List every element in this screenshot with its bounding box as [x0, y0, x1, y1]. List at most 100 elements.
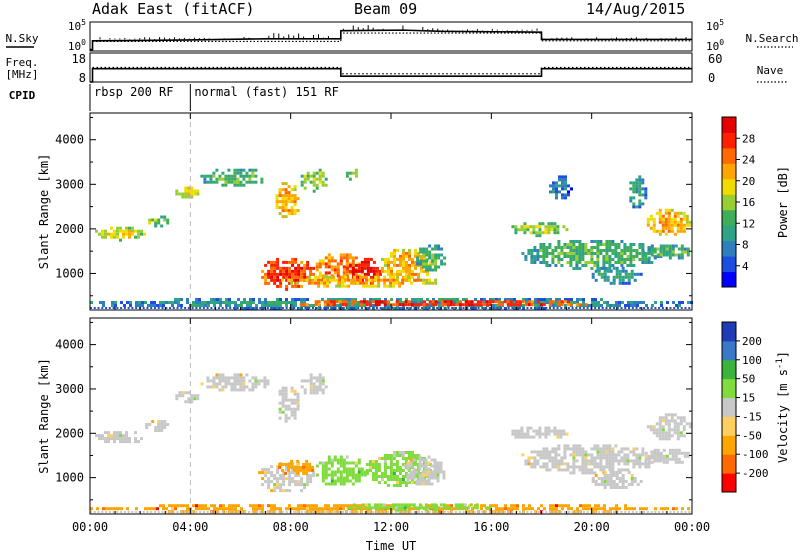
pow-data-cell — [306, 263, 310, 267]
vel-data-cell — [336, 467, 340, 471]
vel-data-cell — [463, 506, 467, 510]
vel-data-cell — [345, 504, 348, 508]
noise-tick-left: 100 — [68, 38, 86, 53]
pow-data-cell — [425, 247, 429, 251]
pow-data-cell — [273, 275, 277, 279]
vel-data-cell — [415, 479, 419, 483]
pow-data-cell — [270, 260, 274, 264]
pow-data-cell — [291, 307, 294, 310]
vel-ground-speckle — [187, 511, 190, 513]
pow-data-cell — [348, 263, 352, 267]
vel-data-cell — [615, 474, 619, 477]
pow-data-cell — [644, 255, 648, 258]
pow-data-cell — [652, 217, 656, 221]
vel-data-cell — [324, 473, 328, 477]
pow-ground-speckle — [451, 307, 454, 309]
pow-data-cell — [351, 272, 355, 276]
vel-data-cell — [670, 416, 674, 420]
vel-data-cell — [368, 460, 372, 463]
pow-data-cell — [414, 248, 417, 252]
pow-data-cell — [360, 278, 364, 282]
vel-data-cell — [221, 379, 225, 383]
pow-data-cell — [578, 255, 582, 258]
pow-data-cell — [444, 298, 447, 301]
pow-data-cell — [111, 301, 114, 304]
vel-data-cell — [656, 448, 660, 452]
vel-data-cell — [207, 507, 210, 511]
vel-data-cell — [605, 450, 609, 454]
pow-data-cell — [390, 254, 393, 258]
vel-data-cell — [187, 400, 191, 404]
pow-data-cell — [339, 256, 343, 260]
vel-ground-speckle — [105, 511, 108, 513]
vel-ground-speckle — [206, 511, 209, 513]
pow-data-cell — [401, 278, 405, 282]
vel-data-cell — [206, 379, 210, 383]
pow-data-cell — [166, 221, 170, 225]
vel-data-cell — [623, 462, 627, 466]
vel-ground-speckle — [650, 511, 653, 513]
pow-data-cell — [664, 211, 668, 215]
pow-data-cell — [291, 304, 294, 307]
vel-ground-speckle — [281, 511, 284, 513]
vel-data-cell — [397, 509, 401, 513]
pow-data-cell — [417, 272, 420, 276]
vel-ground-speckle — [616, 511, 619, 513]
vel-colorbar-swatch — [722, 454, 736, 474]
vel-data-cell — [293, 410, 297, 414]
vel-data-cell — [380, 472, 384, 475]
pow-data-cell — [575, 258, 579, 261]
vel-data-cell — [366, 510, 369, 514]
vel-data-cell — [297, 504, 300, 508]
vel-data-cell — [151, 420, 155, 423]
pow-ground-speckle — [349, 307, 352, 309]
pow-data-cell — [483, 298, 486, 301]
pow-data-cell — [303, 263, 307, 267]
pow-ground-speckle — [579, 307, 582, 309]
pow-data-cell — [273, 304, 276, 307]
pow-data-cell — [291, 275, 295, 279]
pow-data-cell — [336, 298, 339, 301]
vel-data-cell — [351, 476, 355, 480]
pow-data-cell — [471, 307, 474, 310]
pow-data-cell — [566, 261, 570, 264]
vel-ground-speckle — [582, 511, 585, 513]
vel-data-cell — [163, 423, 167, 426]
pow-data-cell — [267, 269, 271, 273]
pow-ground-speckle — [454, 307, 457, 309]
vel-data-cell — [429, 504, 432, 508]
pow-data-cell — [184, 186, 188, 190]
pow-data-cell — [686, 250, 690, 254]
pow-data-cell — [414, 263, 417, 267]
freq-tick-left: 8 — [79, 71, 86, 85]
vel-data-cell — [234, 510, 237, 514]
vel-data-cell — [312, 376, 316, 380]
vel-data-cell — [603, 486, 607, 489]
vel-data-cell — [383, 475, 387, 478]
pow-data-cell — [682, 217, 686, 221]
vel-data-cell — [309, 474, 313, 478]
vel-data-cell — [116, 434, 119, 438]
pow-data-cell — [284, 209, 288, 213]
vel-data-cell — [354, 464, 358, 468]
pow-data-cell — [661, 223, 665, 227]
pow-data-cell — [125, 226, 128, 230]
vel-data-cell — [309, 480, 313, 484]
pow-data-cell — [260, 180, 264, 184]
pow-data-cell — [565, 228, 569, 232]
vel-data-cell — [656, 457, 660, 461]
vel-data-cell — [351, 470, 355, 474]
pow-ground-speckle — [387, 307, 390, 309]
pow-data-cell — [434, 262, 438, 266]
vel-data-cell — [339, 479, 343, 483]
pow-data-cell — [404, 275, 408, 279]
pow-data-cell — [371, 300, 375, 304]
pow-ground-speckle — [654, 307, 657, 309]
pow-data-cell — [245, 171, 249, 175]
pow-data-cell — [521, 300, 525, 304]
vel-data-cell — [553, 429, 557, 433]
pow-data-cell — [98, 232, 101, 236]
vel-data-cell — [345, 455, 349, 459]
vel-data-cell — [404, 475, 408, 478]
pow-data-cell — [345, 275, 349, 279]
